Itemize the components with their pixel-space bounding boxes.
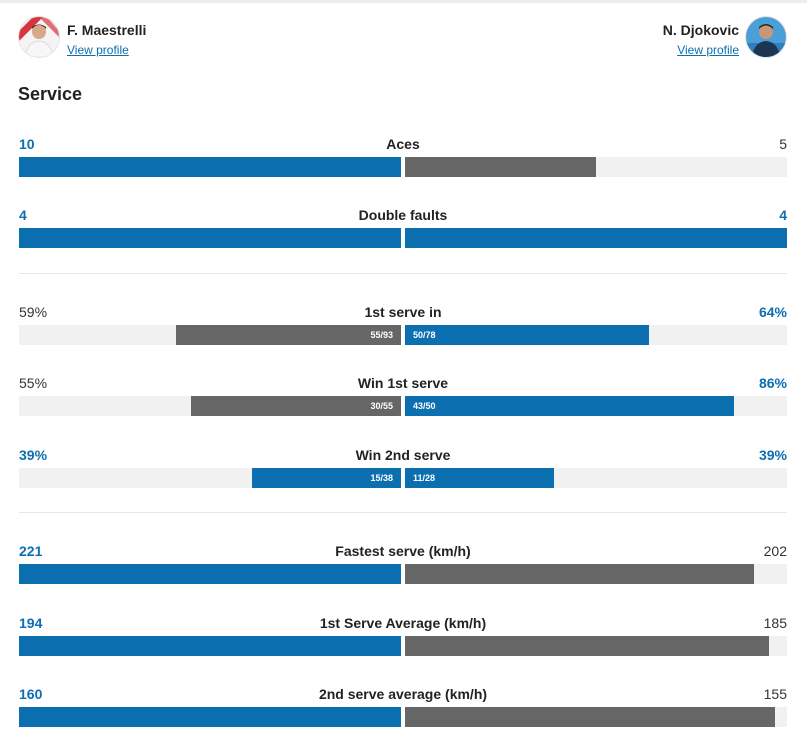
stat-left-bar <box>19 636 401 656</box>
stat-row-win-2nd-serve: 39% Win 2nd serve 39% 15/38 11/28 <box>19 447 787 499</box>
stat-row-win-1st-serve: 55% Win 1st serve 86% 30/55 43/50 <box>19 375 787 427</box>
stat-row-2nd-serve-average: 160 2nd serve average (km/h) 155 <box>19 686 787 738</box>
stat-right-count: 11/28 <box>413 473 436 483</box>
stat-right-bar <box>405 228 787 248</box>
stat-right-value: 202 <box>763 543 787 559</box>
stat-right-value: 185 <box>763 615 787 631</box>
section-title: Service <box>18 84 83 104</box>
stat-left-value: 4 <box>19 207 27 223</box>
stat-label: Win 2nd serve <box>355 447 451 463</box>
player-left-view-profile-link[interactable]: View profile <box>67 43 129 57</box>
stat-right-value: 39% <box>758 447 787 463</box>
stat-right-track <box>405 564 787 584</box>
stat-label: Double faults <box>358 207 448 223</box>
stat-row-1st-serve-in: 59% 1st serve in 64% 55/93 50/78 <box>19 304 787 356</box>
stat-left-bar <box>19 228 401 248</box>
stat-left-count: 55/93 <box>370 330 393 340</box>
stat-right-bar: 43/50 <box>405 396 734 416</box>
stat-right-bar <box>405 707 776 727</box>
stat-left-value: 194 <box>19 615 43 631</box>
stat-right-bar <box>405 564 755 584</box>
stat-left-value: 59% <box>19 304 48 320</box>
stat-right-track: 11/28 <box>405 468 787 488</box>
stat-right-value: 4 <box>779 207 787 223</box>
stat-left-value: 39% <box>19 447 48 463</box>
stat-left-track <box>19 228 401 248</box>
stat-right-track <box>405 707 787 727</box>
stat-left-track <box>19 564 401 584</box>
stat-left-bar: 15/38 <box>252 468 401 488</box>
stat-label: 1st Serve Average (km/h) <box>319 615 487 631</box>
stat-left-track: 30/55 <box>19 396 401 416</box>
stat-row-fastest-serve: 221 Fastest serve (km/h) 202 <box>19 543 787 595</box>
stat-row-aces: 10 Aces 5 <box>19 136 787 188</box>
player-right-view-profile-link[interactable]: View profile <box>677 43 739 57</box>
stat-right-count: 43/50 <box>413 401 436 411</box>
stat-left-bar <box>19 564 401 584</box>
stat-left-bar <box>19 707 401 727</box>
stat-right-bar: 50/78 <box>405 325 650 345</box>
stat-right-track: 50/78 <box>405 325 787 345</box>
stat-right-bar: 11/28 <box>405 468 554 488</box>
stat-left-bar: 30/55 <box>190 396 401 416</box>
stat-label: 2nd serve average (km/h) <box>318 686 488 702</box>
stat-left-track <box>19 707 401 727</box>
stat-label: Fastest serve (km/h) <box>335 543 471 559</box>
divider <box>19 512 787 513</box>
stat-left-value: 221 <box>19 543 43 559</box>
player-right-name: N. Djokovic <box>662 22 739 38</box>
stat-right-value: 5 <box>779 136 787 152</box>
stat-left-value: 10 <box>19 136 35 152</box>
stat-label: 1st serve in <box>364 304 442 320</box>
stat-left-count: 15/38 <box>370 473 393 483</box>
stat-right-value: 64% <box>758 304 787 320</box>
stat-right-track <box>405 228 787 248</box>
stat-right-track <box>405 636 787 656</box>
stat-right-track: 43/50 <box>405 396 787 416</box>
stat-left-value: 160 <box>19 686 43 702</box>
stat-right-count: 50/78 <box>413 330 436 340</box>
stat-row-double-faults: 4 Double faults 4 <box>19 207 787 259</box>
stat-left-bar: 55/93 <box>175 325 401 345</box>
stat-left-track: 15/38 <box>19 468 401 488</box>
avatar-maestrelli[interactable] <box>18 16 60 58</box>
stat-left-track <box>19 157 401 177</box>
stat-right-bar <box>405 157 596 177</box>
stat-right-bar <box>405 636 770 656</box>
stat-right-value: 155 <box>763 686 787 702</box>
stat-left-count: 30/55 <box>370 401 393 411</box>
stat-left-value: 55% <box>19 375 48 391</box>
stat-right-value: 86% <box>758 375 787 391</box>
player-left-name: F. Maestrelli <box>67 22 147 38</box>
stat-right-track <box>405 157 787 177</box>
stat-row-1st-serve-average: 194 1st Serve Average (km/h) 185 <box>19 615 787 667</box>
stat-label: Win 1st serve <box>357 375 449 391</box>
divider <box>19 273 787 274</box>
stat-left-track <box>19 636 401 656</box>
stat-left-bar <box>19 157 401 177</box>
stat-label: Aces <box>386 136 420 152</box>
avatar-djokovic[interactable] <box>745 16 787 58</box>
stat-left-track: 55/93 <box>19 325 401 345</box>
top-border <box>0 0 807 3</box>
